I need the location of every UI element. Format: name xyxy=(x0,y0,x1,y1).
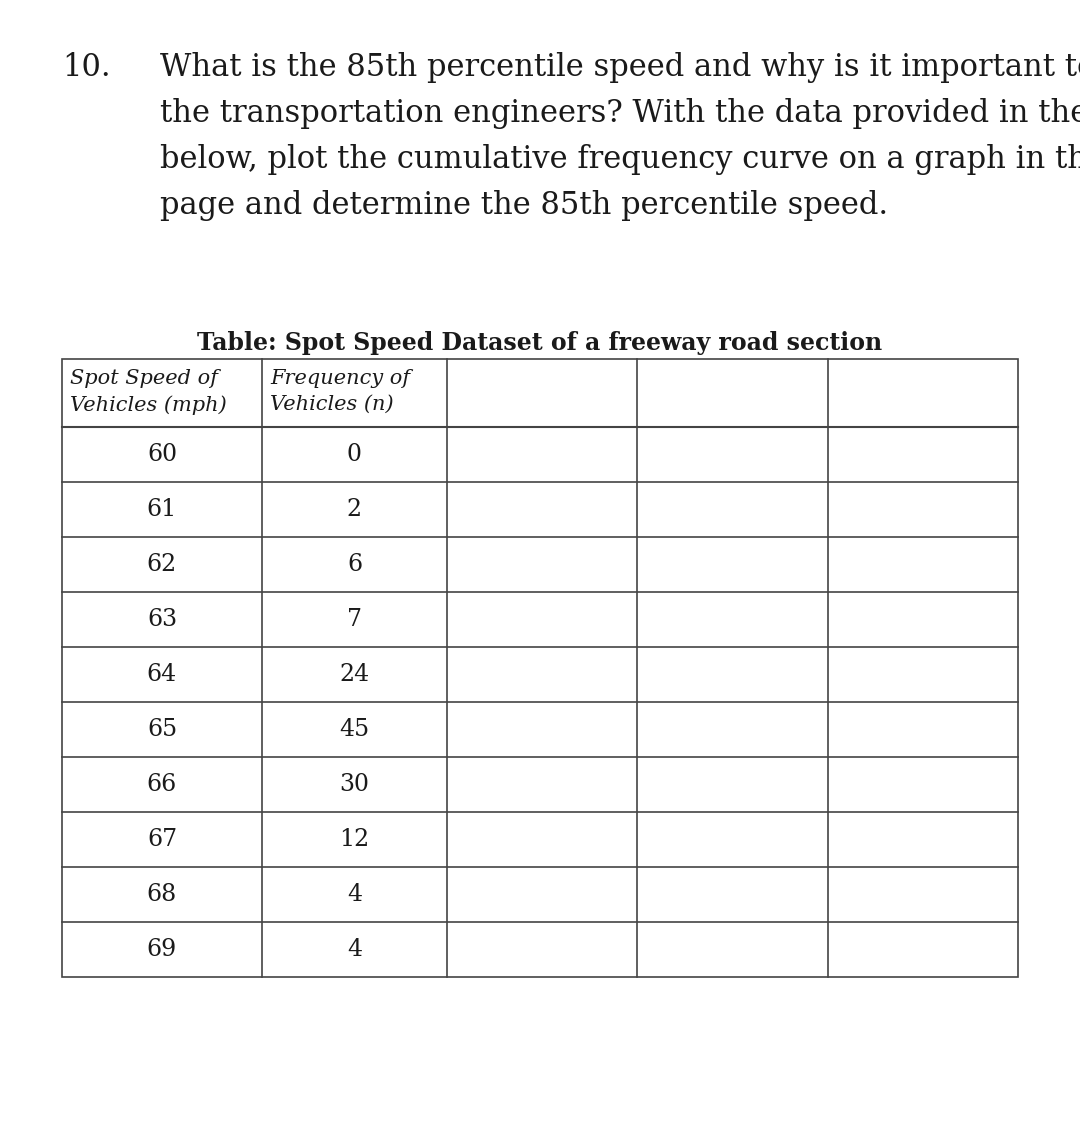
Text: Frequency of: Frequency of xyxy=(270,369,410,389)
Text: 4: 4 xyxy=(347,938,362,961)
Text: Table: Spot Speed Dataset of a freeway road section: Table: Spot Speed Dataset of a freeway r… xyxy=(198,331,882,354)
Text: 66: 66 xyxy=(147,772,177,796)
Text: 65: 65 xyxy=(147,718,177,741)
Text: below, plot the cumulative frequency curve on a graph in the next: below, plot the cumulative frequency cur… xyxy=(160,144,1080,175)
Text: 68: 68 xyxy=(147,883,177,907)
Text: 30: 30 xyxy=(339,772,369,796)
Text: 69: 69 xyxy=(147,938,177,961)
Text: Vehicles (mph): Vehicles (mph) xyxy=(70,395,227,415)
Text: 7: 7 xyxy=(347,608,362,630)
Text: 64: 64 xyxy=(147,663,177,686)
Text: Spot Speed of: Spot Speed of xyxy=(70,369,218,389)
Text: 6: 6 xyxy=(347,553,362,576)
Text: 45: 45 xyxy=(339,718,369,741)
Text: What is the 85th percentile speed and why is it important to: What is the 85th percentile speed and wh… xyxy=(160,52,1080,83)
Text: 12: 12 xyxy=(339,828,369,851)
Text: page and determine the 85th percentile speed.: page and determine the 85th percentile s… xyxy=(160,190,888,222)
Text: 60: 60 xyxy=(147,443,177,466)
Text: Vehicles (n): Vehicles (n) xyxy=(270,395,393,414)
Text: 10.: 10. xyxy=(62,52,110,83)
Text: 62: 62 xyxy=(147,553,177,576)
Text: 24: 24 xyxy=(339,663,369,686)
Text: 67: 67 xyxy=(147,828,177,851)
Text: the transportation engineers? With the data provided in the table: the transportation engineers? With the d… xyxy=(160,98,1080,130)
Bar xyxy=(62,359,1018,977)
Text: 63: 63 xyxy=(147,608,177,630)
Text: 61: 61 xyxy=(147,498,177,521)
Text: 4: 4 xyxy=(347,883,362,907)
Text: 0: 0 xyxy=(347,443,362,466)
Text: 2: 2 xyxy=(347,498,362,521)
